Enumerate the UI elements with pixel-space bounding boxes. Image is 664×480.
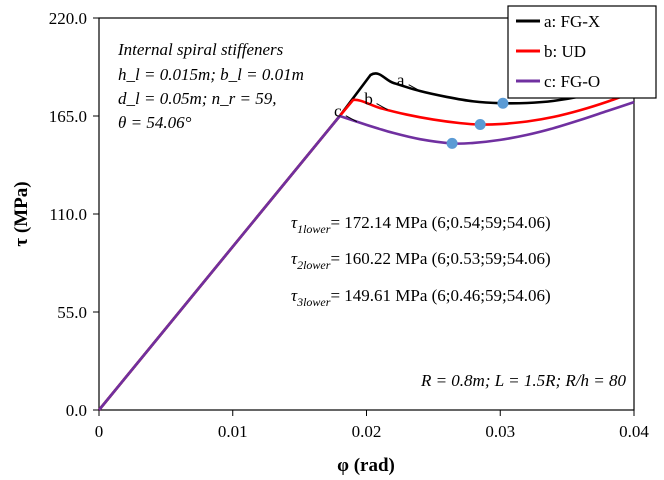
x-tick-label: 0.02 bbox=[352, 422, 382, 441]
tau3-value: = 149.61 MPa (6;0.46;59;54.06) bbox=[330, 286, 550, 305]
x-tick-label: 0.03 bbox=[485, 422, 515, 441]
x-axis: 0 0.01 0.02 0.03 0.04 bbox=[95, 410, 649, 441]
y-axis: 0.0 55.0 110.0 165.0 220.0 bbox=[49, 9, 99, 420]
tau2-symbol: τ bbox=[291, 249, 298, 268]
tau2-subscript: 2lower bbox=[297, 258, 331, 272]
tau2-annotation: τ2lower= 160.22 MPa (6;0.53;59;54.06) bbox=[291, 249, 551, 272]
curve-label-b: b bbox=[364, 90, 373, 109]
y-tick-label: 110.0 bbox=[49, 205, 87, 224]
curve-label-leader-c bbox=[345, 115, 358, 123]
y-tick-label: 220.0 bbox=[49, 9, 87, 28]
tau-annotations: τ1lower= 172.14 MPa (6;0.54;59;54.06) τ2… bbox=[291, 213, 551, 309]
stiffener-params-1: h_l = 0.015m; b_l = 0.01m bbox=[118, 65, 304, 84]
curve-label-layer: a b c bbox=[334, 71, 420, 123]
tau1-annotation: τ1lower= 172.14 MPa (6;0.54;59;54.06) bbox=[291, 213, 551, 236]
stiffener-params-2: d_l = 0.05m; n_r = 59, bbox=[118, 89, 276, 108]
x-tick-label: 0 bbox=[95, 422, 104, 441]
x-tick-label: 0.04 bbox=[619, 422, 649, 441]
legend-label-c: c: FG-O bbox=[544, 72, 600, 91]
tau1-symbol: τ bbox=[291, 213, 298, 232]
series-line-c bbox=[97, 100, 635, 411]
tau1-subscript: 1lower bbox=[297, 222, 331, 236]
min-point-c bbox=[446, 137, 458, 149]
tau3-subscript: 3lower bbox=[296, 295, 331, 309]
y-tick-label: 165.0 bbox=[49, 107, 87, 126]
marker-layer bbox=[446, 97, 509, 149]
legend: a: FG-X b: UD c: FG-O bbox=[507, 5, 657, 99]
tau1-value: = 172.14 MPa (6;0.54;59;54.06) bbox=[330, 213, 550, 232]
stiffener-title: Internal spiral stiffeners bbox=[117, 40, 284, 59]
curve-label-c: c bbox=[334, 102, 342, 121]
y-axis-title: τ (MPa) bbox=[11, 181, 32, 246]
stiffener-annotation: Internal spiral stiffeners h_l = 0.015m;… bbox=[117, 40, 304, 132]
curve-label-leader-b bbox=[376, 103, 388, 111]
tau2-value: = 160.22 MPa (6;0.53;59;54.06) bbox=[330, 249, 550, 268]
curve-label-a: a bbox=[397, 71, 405, 90]
y-tick-label: 55.0 bbox=[57, 303, 87, 322]
min-point-b bbox=[474, 119, 486, 131]
legend-label-a: a: FG-X bbox=[544, 12, 600, 31]
min-point-a bbox=[497, 97, 509, 109]
legend-label-b: b: UD bbox=[544, 42, 586, 61]
x-axis-title: φ (rad) bbox=[337, 455, 395, 476]
tau3-symbol: τ bbox=[291, 286, 298, 305]
series-line-b bbox=[97, 90, 635, 411]
curve-label-leader-a bbox=[408, 84, 420, 92]
geometry-annotation: R = 0.8m; L = 1.5R; R/h = 80 bbox=[420, 371, 627, 390]
tau3-annotation: τ3lower= 149.61 MPa (6;0.46;59;54.06) bbox=[291, 286, 551, 309]
y-tick-label: 0.0 bbox=[66, 401, 87, 420]
stiffener-params-3: θ = 54.06° bbox=[118, 113, 192, 132]
x-tick-label: 0.01 bbox=[218, 422, 248, 441]
